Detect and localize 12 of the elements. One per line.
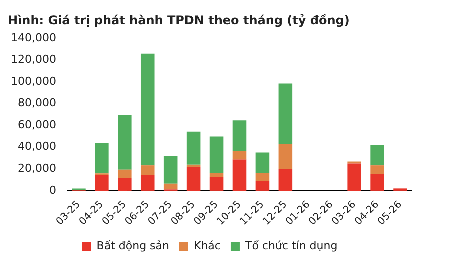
y-tick-label: 120,000 bbox=[10, 53, 56, 66]
y-tick-label: 0 bbox=[49, 184, 56, 197]
y-tick-label: 20,000 bbox=[18, 162, 56, 176]
legend-label: Khác bbox=[194, 239, 221, 252]
y-tick-label: 60,000 bbox=[18, 118, 56, 132]
y-tick-label: 80,000 bbox=[18, 96, 56, 110]
chart-title: Hình: Giá trị phát hành TPDN theo tháng (tỷ đồng) bbox=[8, 13, 350, 28]
legend-label: Tổ chức tín dụng bbox=[244, 239, 338, 252]
legend-label: Bất động sản bbox=[96, 239, 170, 252]
y-tick-label: 140,000 bbox=[10, 31, 56, 44]
y-tick-label: 40,000 bbox=[18, 140, 56, 154]
y-tick-label: 100,000 bbox=[10, 74, 56, 88]
